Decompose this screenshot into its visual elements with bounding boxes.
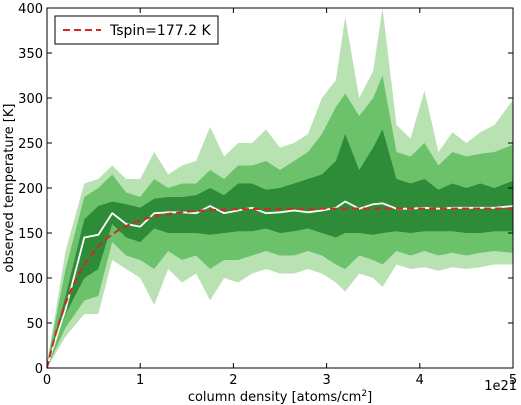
y-tick-label: 50 — [26, 317, 43, 332]
y-axis-label: observed temperature [K] — [2, 104, 17, 273]
tspin-fit-line — [47, 207, 513, 368]
x-multiplier: 1e21 — [484, 379, 517, 394]
x-tick-label: 3 — [322, 373, 330, 388]
y-tick-label: 150 — [18, 227, 43, 242]
x-tick-label: 5 — [509, 373, 517, 388]
x-axis-label-superscript: 2 — [361, 389, 367, 399]
x-axis-label: column density [atoms/cm2] — [188, 389, 372, 405]
legend-box — [54, 15, 219, 45]
y-tick-label: 350 — [18, 47, 43, 62]
x-tick-label: 1 — [136, 373, 144, 388]
confidence-bands — [47, 8, 513, 368]
y-tick-label: 250 — [18, 137, 43, 152]
y-tick-label: 100 — [18, 272, 43, 287]
x-tick-label: 2 — [229, 373, 237, 388]
y-tick-label: 200 — [18, 182, 43, 197]
x-tick-label: 0 — [43, 373, 51, 388]
inner-band — [47, 129, 513, 368]
y-tick-label: 300 — [18, 92, 43, 107]
legend: Tspin=177.2 K — [54, 15, 219, 45]
x-tick-label: 4 — [416, 373, 424, 388]
legend-label-tspin: Tspin=177.2 K — [109, 23, 211, 39]
y-tick-label: 400 — [18, 2, 43, 17]
y-tick-label: 0 — [35, 362, 43, 377]
plot-lines — [47, 200, 513, 368]
